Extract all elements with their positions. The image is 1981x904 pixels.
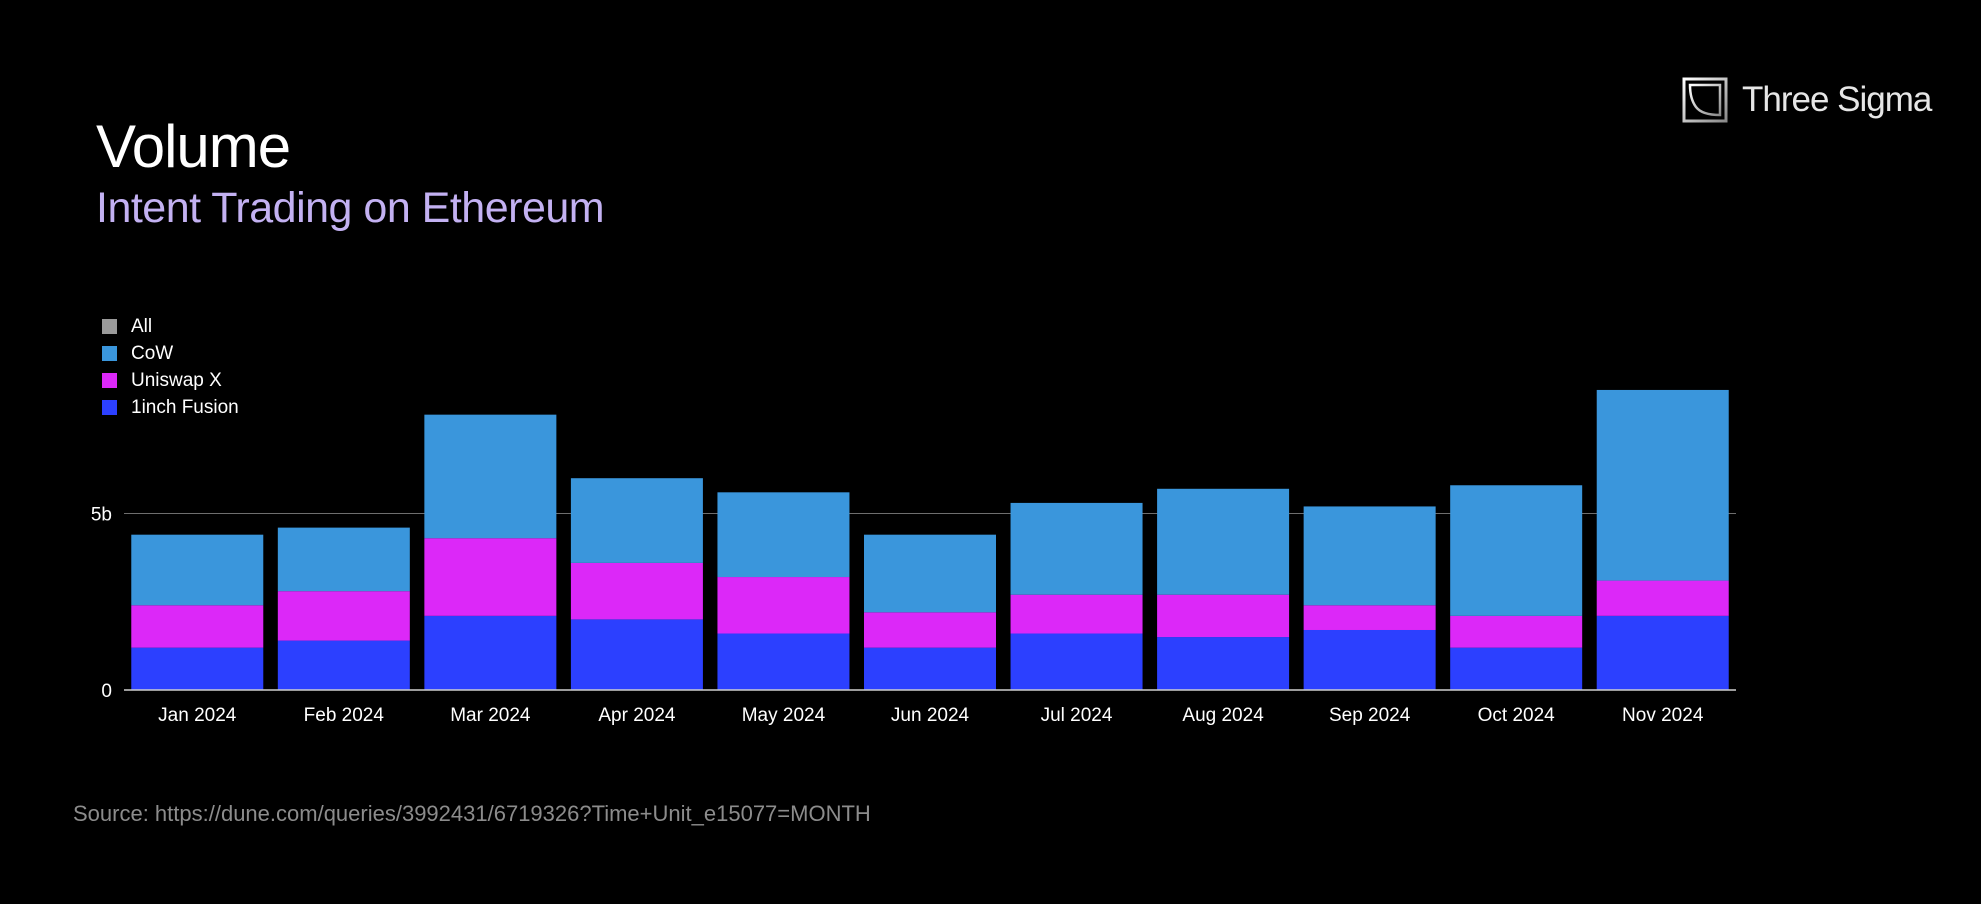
bar-segment bbox=[1303, 506, 1436, 606]
legend-label: All bbox=[131, 315, 153, 337]
bar-segment bbox=[864, 534, 996, 613]
x-tick-label: May 2024 bbox=[742, 705, 826, 726]
bar-segment bbox=[1596, 580, 1729, 616]
legend-swatch bbox=[102, 319, 117, 334]
x-tick-label: Apr 2024 bbox=[598, 705, 676, 726]
bar-segment bbox=[424, 615, 557, 690]
bar-segment bbox=[424, 414, 557, 539]
bar-segment bbox=[570, 478, 703, 563]
bar-segment bbox=[1157, 637, 1290, 690]
bar-segment bbox=[864, 612, 996, 648]
bar-segment bbox=[277, 591, 410, 641]
chart-subtitle: Intent Trading on Ethereum bbox=[96, 184, 605, 232]
x-tick-label: Jul 2024 bbox=[1041, 705, 1113, 726]
bar-segment bbox=[717, 633, 850, 690]
bar-segment bbox=[1303, 605, 1436, 630]
legend-swatch bbox=[102, 346, 117, 361]
bar-segment bbox=[717, 577, 850, 634]
bar-segment bbox=[131, 647, 264, 690]
bar-segment bbox=[570, 562, 703, 620]
legend-label: 1inch Fusion bbox=[131, 396, 239, 418]
bar-segment bbox=[131, 605, 264, 648]
bar-segment bbox=[1596, 389, 1729, 581]
bar-segment bbox=[864, 647, 996, 690]
legend-label: Uniswap X bbox=[131, 369, 222, 391]
bar-segment bbox=[1450, 615, 1583, 648]
bar-segment bbox=[131, 534, 264, 606]
three-sigma-logo-icon bbox=[1682, 77, 1728, 123]
legend: All CoW Uniswap X 1inch Fusion bbox=[102, 313, 239, 421]
bar-segment bbox=[424, 538, 557, 616]
chart-title: Volume bbox=[96, 113, 291, 180]
x-tick-label: Feb 2024 bbox=[304, 705, 385, 726]
x-tick-label: Aug 2024 bbox=[1182, 705, 1264, 726]
x-tick-label: Oct 2024 bbox=[1478, 705, 1556, 726]
legend-item-1inch-fusion[interactable]: 1inch Fusion bbox=[102, 394, 239, 421]
bar-segment bbox=[1450, 485, 1583, 616]
legend-item-cow[interactable]: CoW bbox=[102, 340, 239, 367]
x-tick-label: Nov 2024 bbox=[1622, 705, 1704, 726]
bar-segment bbox=[277, 640, 410, 690]
bar-segment bbox=[1157, 488, 1290, 595]
brand-name: Three Sigma bbox=[1742, 80, 1932, 119]
x-tick-label: Jun 2024 bbox=[891, 705, 970, 726]
bar-segment bbox=[1010, 502, 1143, 595]
legend-swatch bbox=[102, 373, 117, 388]
x-tick-label: Jan 2024 bbox=[158, 705, 237, 726]
y-tick-label: 0 bbox=[101, 681, 112, 702]
legend-item-all[interactable]: All bbox=[102, 313, 239, 340]
source-note: Source: https://dune.com/queries/3992431… bbox=[73, 801, 871, 826]
bar-segment bbox=[1157, 594, 1290, 638]
legend-label: CoW bbox=[131, 342, 174, 364]
y-tick-label: 5b bbox=[91, 505, 112, 526]
x-tick-label: Mar 2024 bbox=[450, 705, 531, 726]
legend-item-uniswap-x[interactable]: Uniswap X bbox=[102, 367, 239, 394]
x-tick-label: Sep 2024 bbox=[1329, 705, 1411, 726]
bar-segment bbox=[1010, 594, 1143, 634]
bar-segment bbox=[1450, 647, 1583, 690]
bar-segment bbox=[570, 619, 703, 690]
bar-segment bbox=[1303, 629, 1436, 690]
legend-swatch bbox=[102, 400, 117, 415]
bar-segment bbox=[1010, 633, 1143, 690]
bar-segment bbox=[1596, 615, 1729, 690]
bar-segment bbox=[277, 527, 410, 592]
brand: Three Sigma bbox=[1682, 76, 1932, 124]
bar-segment bbox=[717, 492, 850, 578]
